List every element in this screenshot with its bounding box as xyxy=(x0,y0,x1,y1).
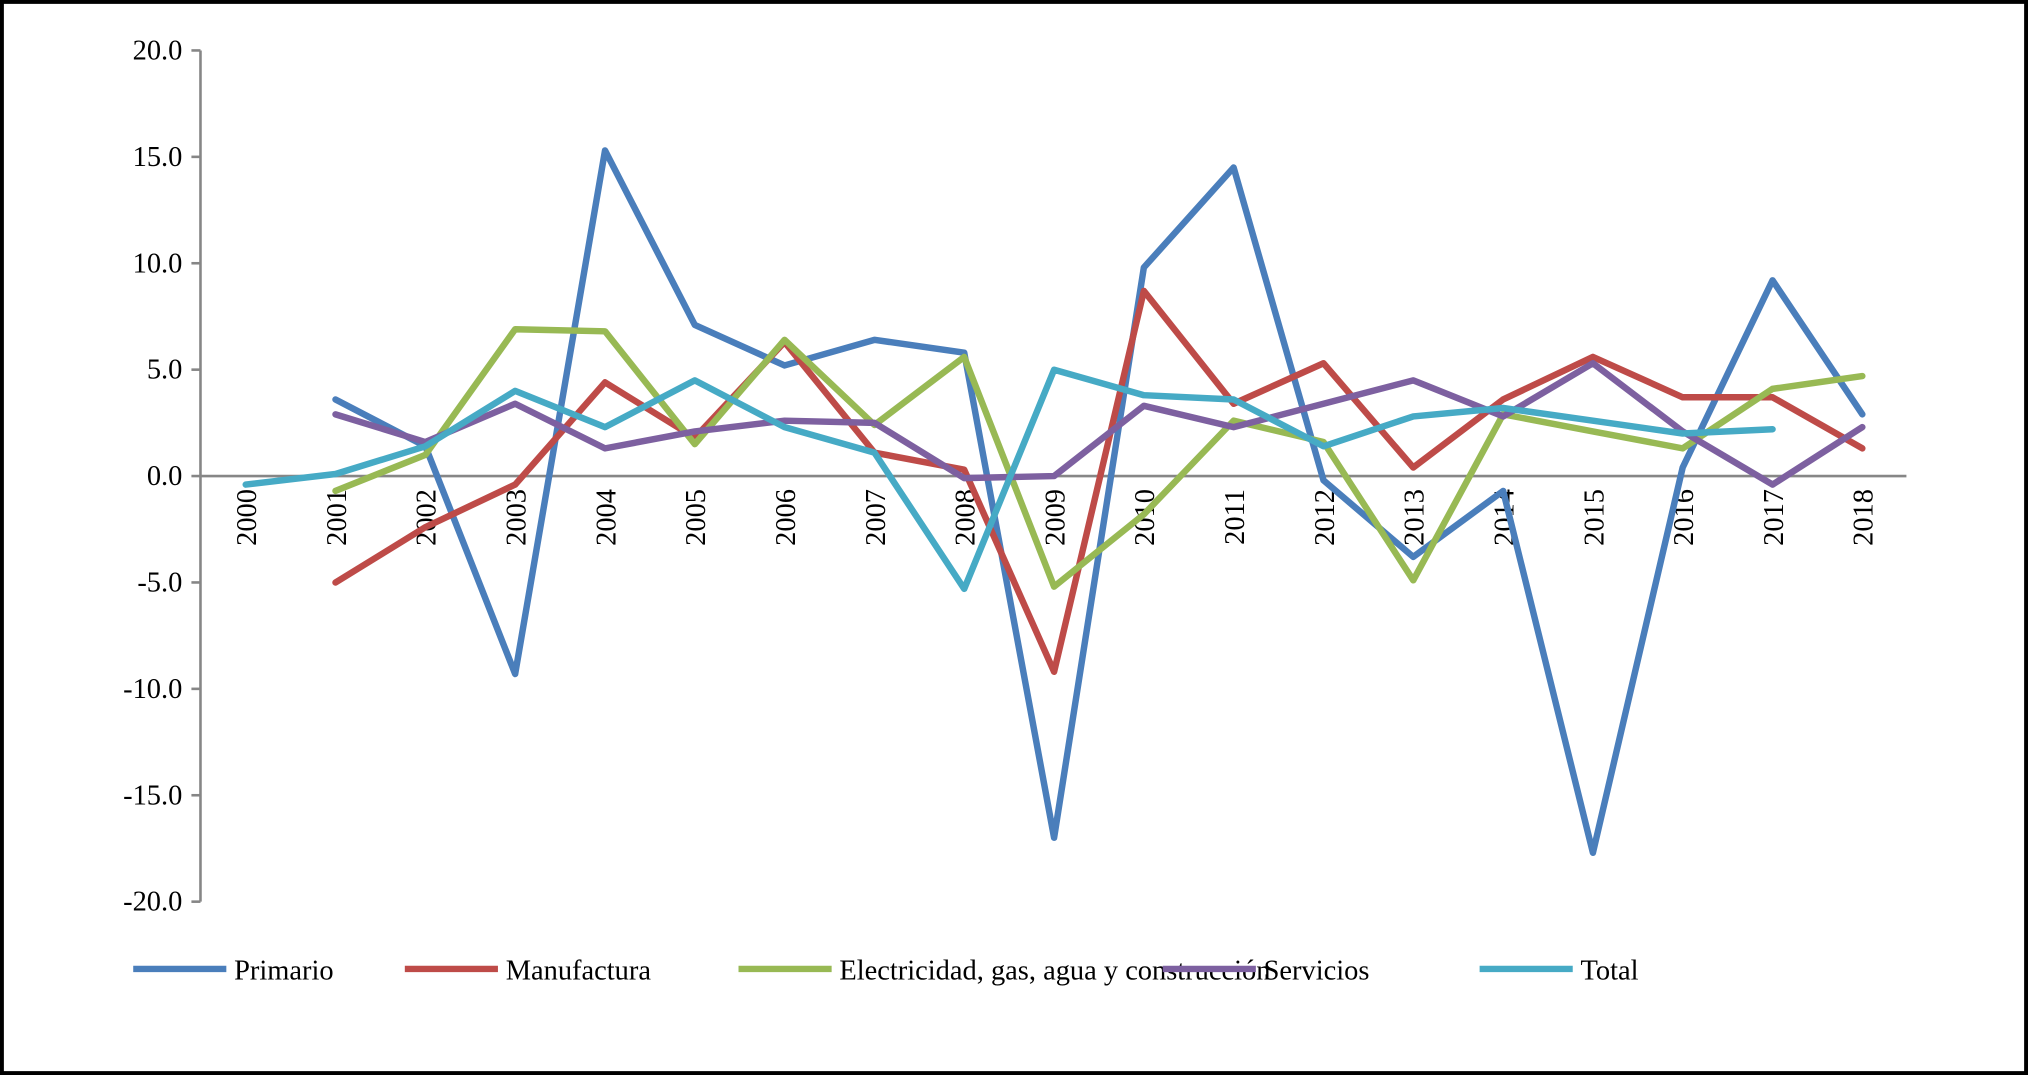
x-tick-label: 2005 xyxy=(681,489,712,546)
series-electricidad xyxy=(332,325,1866,590)
x-tick-label: 2012 xyxy=(1310,489,1341,546)
legend-item: Total xyxy=(1479,955,1639,986)
series-manufactura xyxy=(332,287,1866,676)
series-line xyxy=(332,325,1866,590)
y-tick-label: -10.0 xyxy=(123,674,182,705)
legend-item: Primario xyxy=(133,955,334,986)
series-line xyxy=(332,287,1866,676)
x-tick-label: 2001 xyxy=(322,489,353,546)
x-tick-label: 2006 xyxy=(771,489,802,546)
x-tick-label: 2003 xyxy=(502,489,533,546)
y-tick-label: 20.0 xyxy=(133,36,183,67)
x-tick-label: 2004 xyxy=(591,489,622,546)
y-tick-label: 0.0 xyxy=(147,461,183,492)
series-line xyxy=(242,366,1776,593)
legend-label: Servicios xyxy=(1264,955,1370,986)
x-tick-label: 2013 xyxy=(1400,489,1431,546)
series-total xyxy=(242,366,1776,593)
y-tick-label: -5.0 xyxy=(137,568,182,599)
legend-label: Total xyxy=(1580,955,1638,986)
legend-label: Manufactura xyxy=(506,955,652,986)
y-tick-label: -15.0 xyxy=(123,780,182,811)
y-tick-label: 5.0 xyxy=(147,355,183,386)
x-tick-label: 2011 xyxy=(1220,489,1251,545)
legend-label: Primario xyxy=(234,955,334,986)
x-tick-label: 2018 xyxy=(1849,489,1880,546)
x-tick-label: 2009 xyxy=(1040,489,1071,546)
x-tick-label: 2015 xyxy=(1579,489,1610,546)
x-tick-label: 2007 xyxy=(861,489,892,546)
series-line xyxy=(332,360,1866,488)
legend-item: Manufactura xyxy=(404,955,652,986)
y-tick-label: 10.0 xyxy=(133,248,183,279)
x-tick-label: 2000 xyxy=(232,489,263,546)
x-tick-label: 2017 xyxy=(1759,489,1790,546)
x-tick-label: 2002 xyxy=(412,489,443,546)
y-tick-label: -20.0 xyxy=(123,887,182,918)
y-tick-label: 15.0 xyxy=(133,142,183,173)
legend-item: Servicios xyxy=(1162,955,1370,986)
